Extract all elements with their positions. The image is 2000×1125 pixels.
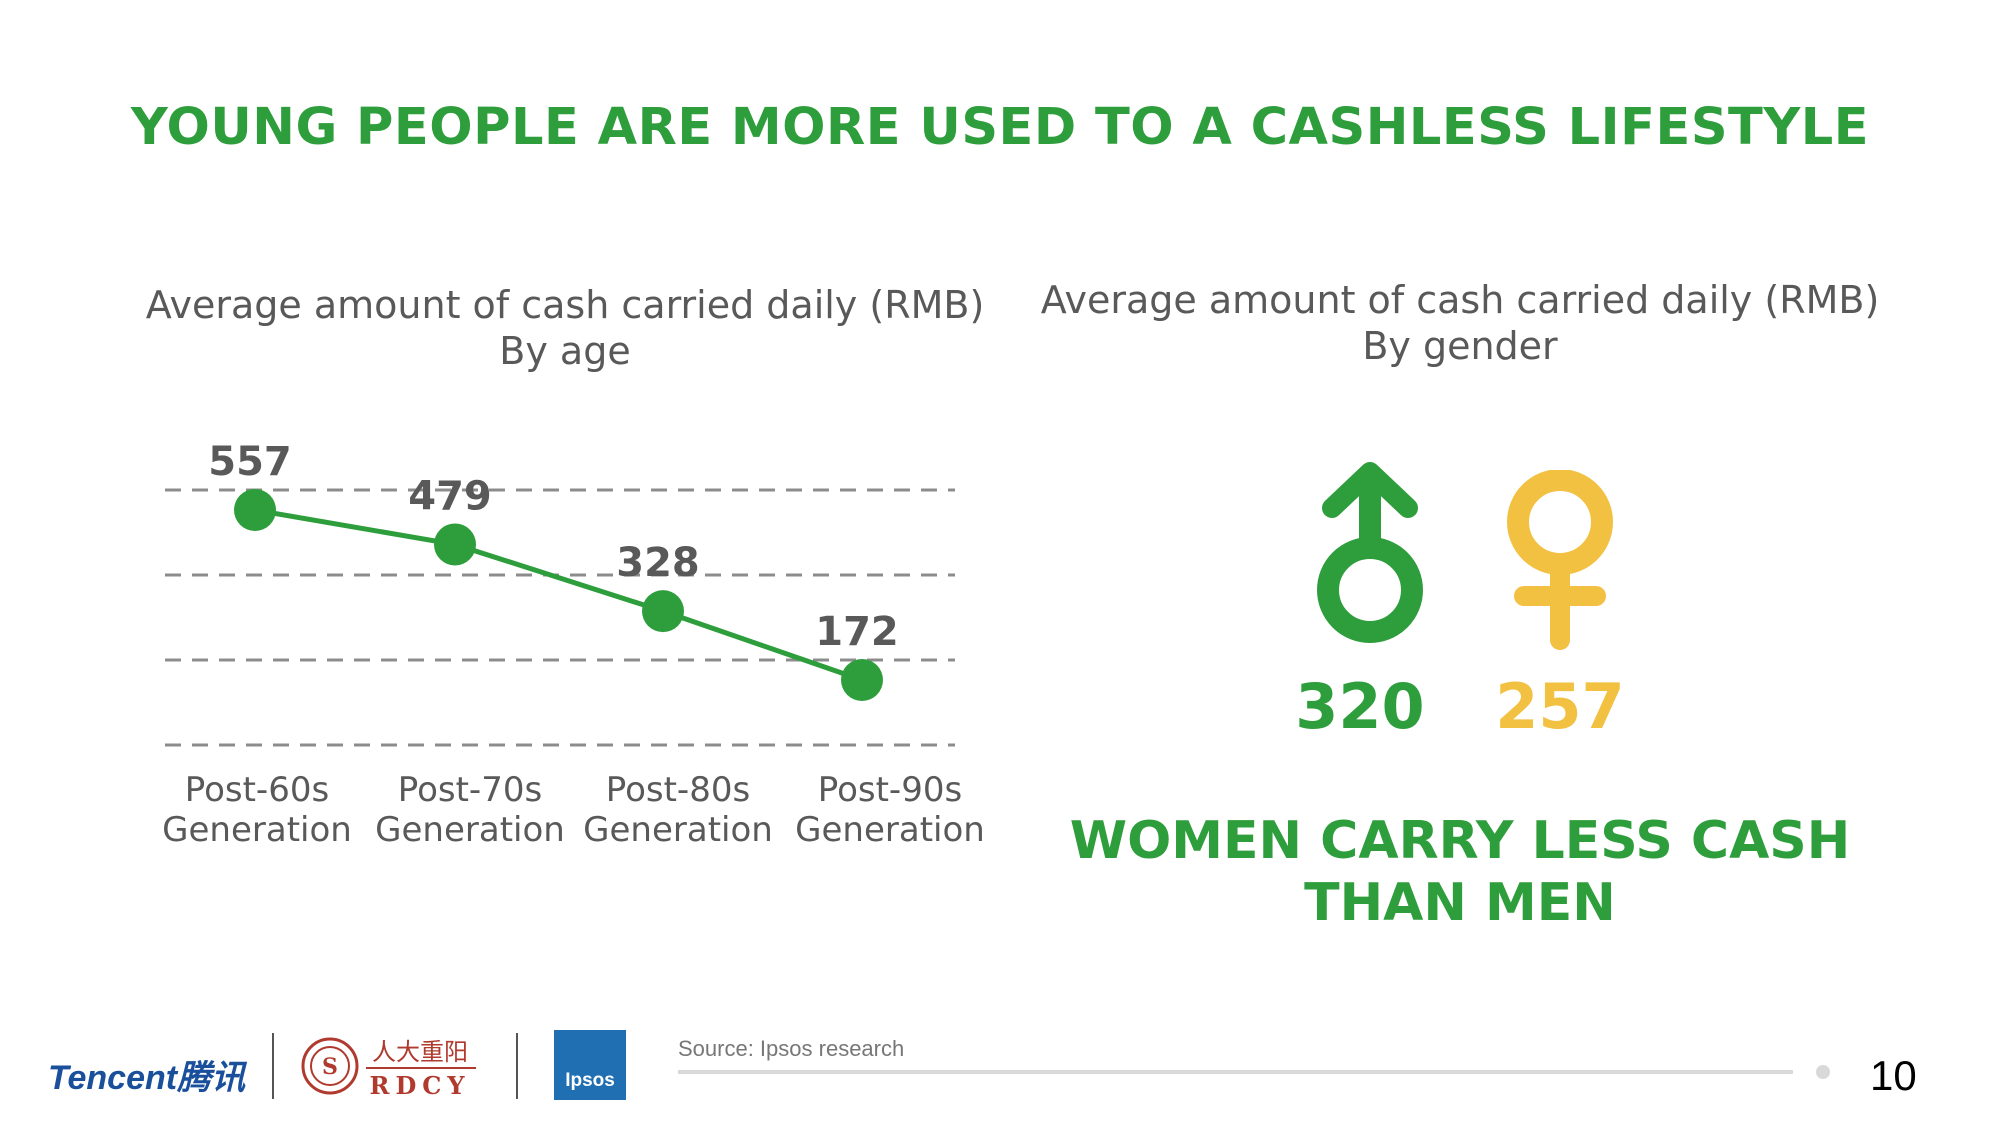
gender-conclusion-line1: WOMEN CARRY LESS CASH bbox=[1069, 811, 1851, 871]
source-note: Source: Ipsos research bbox=[678, 1036, 905, 1061]
footer-divider bbox=[272, 1033, 274, 1099]
rdcy-english-name: RDCY bbox=[370, 1071, 471, 1100]
female-cash-value: 257 bbox=[1495, 670, 1625, 743]
category-label: Post-60s Generation bbox=[147, 770, 367, 850]
series-line bbox=[254, 507, 863, 683]
data-label: 328 bbox=[616, 540, 700, 586]
rdcy-chinese-name: 人大重阳 bbox=[372, 1038, 468, 1066]
data-point bbox=[434, 523, 476, 566]
footer-divider bbox=[516, 1033, 518, 1099]
age-line-chart: 557 479 328 172 bbox=[165, 439, 955, 747]
gender-chart-title-line1: Average amount of cash carried daily (RM… bbox=[1040, 278, 1880, 322]
gender-chart-title-line2: By gender bbox=[1362, 324, 1558, 368]
category-label-line: Post-60s bbox=[184, 770, 330, 810]
data-point bbox=[234, 489, 276, 531]
page-title: YOUNG PEOPLE ARE MORE USED TO A CASHLESS… bbox=[130, 98, 1870, 157]
data-point bbox=[642, 590, 684, 633]
female-symbol-icon bbox=[1507, 470, 1613, 650]
data-label: 557 bbox=[208, 439, 292, 485]
ipsos-logo: Ipsos bbox=[554, 1030, 626, 1100]
male-cash-value: 320 bbox=[1295, 670, 1425, 743]
age-chart-title-line1: Average amount of cash carried daily (RM… bbox=[145, 283, 985, 327]
tencent-logo: Tencent腾讯 bbox=[48, 1059, 246, 1097]
data-point bbox=[841, 659, 883, 701]
gender-conclusion: WOMEN CARRY LESS CASH THAN MEN bbox=[1050, 810, 1870, 934]
category-label-line: Generation bbox=[375, 810, 565, 850]
data-label: 479 bbox=[408, 473, 492, 519]
category-label-line: Post-90s bbox=[817, 770, 963, 810]
age-chart-title: Average amount of cash carried daily (RM… bbox=[130, 282, 1000, 374]
footer-dot bbox=[1816, 1065, 1830, 1079]
footer-rule bbox=[678, 1070, 1793, 1074]
data-label: 172 bbox=[815, 609, 899, 655]
gender-chart-title: Average amount of cash carried daily (RM… bbox=[1020, 277, 1900, 369]
svg-text:S: S bbox=[322, 1054, 338, 1080]
category-label: Post-80s Generation bbox=[568, 770, 788, 850]
rdcy-logo: S 人大重阳 RDCY bbox=[301, 1037, 476, 1100]
category-label: Post-90s Generation bbox=[780, 770, 1000, 850]
category-label-line: Generation bbox=[795, 810, 985, 850]
category-label-line: Generation bbox=[162, 810, 352, 850]
male-symbol-icon bbox=[1317, 462, 1423, 643]
gender-conclusion-line2: THAN MEN bbox=[1304, 873, 1616, 933]
category-label-line: Post-70s bbox=[397, 770, 543, 810]
page-number: 10 bbox=[1870, 1052, 1917, 1099]
category-label-line: Post-80s bbox=[605, 770, 751, 810]
age-chart-title-line2: By age bbox=[499, 329, 631, 373]
category-label-line: Generation bbox=[583, 810, 773, 850]
category-label: Post-70s Generation bbox=[360, 770, 580, 850]
